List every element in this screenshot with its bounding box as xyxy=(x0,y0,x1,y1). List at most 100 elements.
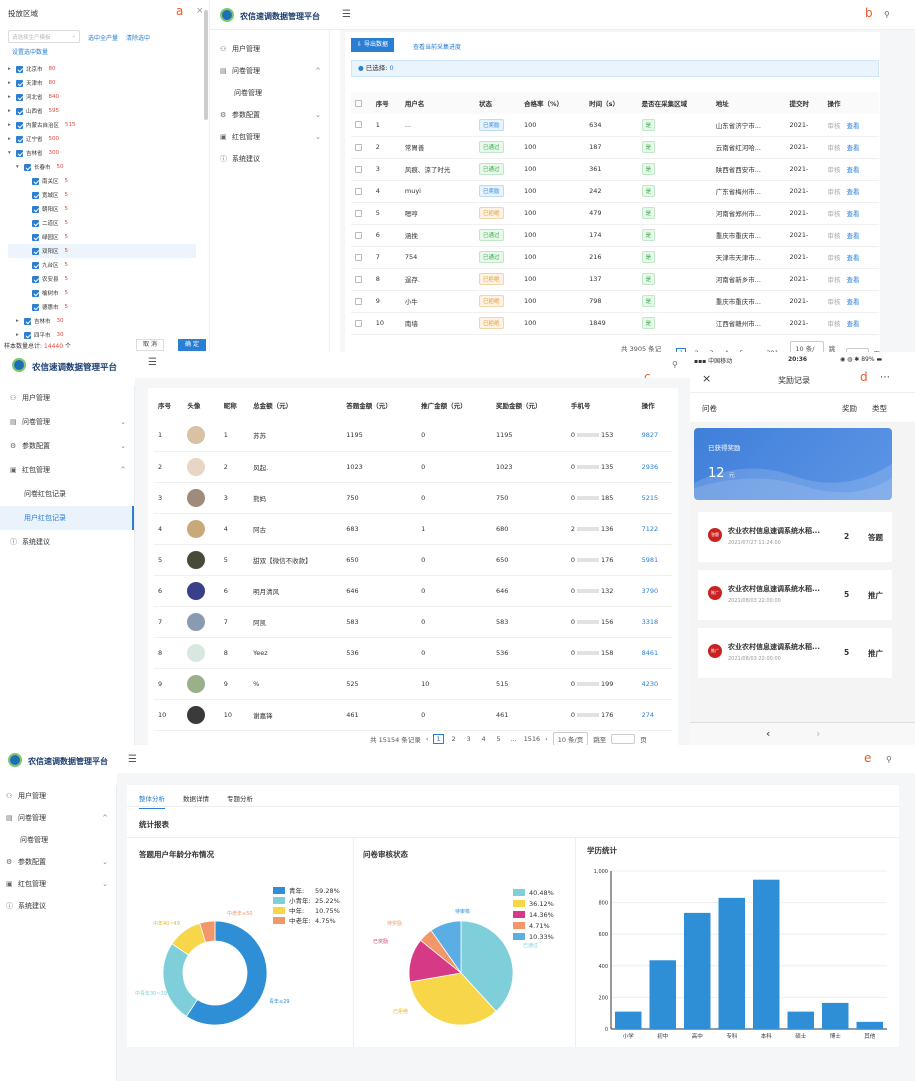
menu-survey[interactable]: ▤ 问卷管理 ^ xyxy=(220,67,321,75)
user-icon[interactable]: ⚲ xyxy=(884,10,890,19)
row-checkbox[interactable] xyxy=(351,224,372,247)
close-icon[interactable]: × xyxy=(196,6,204,16)
checkbox[interactable] xyxy=(32,233,39,241)
prev-icon[interactable]: ‹ xyxy=(425,735,429,743)
table-row[interactable]: 6 涵挽 已通过 100 174 是 重庆市重庆市... 2021- 审核 查看 xyxy=(351,224,879,247)
table-row[interactable]: 5 5 甜双【微信不收款】 650 0 650 0 176 5981 xyxy=(154,544,672,576)
view-link[interactable]: 查看 xyxy=(846,144,860,152)
checkbox[interactable] xyxy=(16,93,23,101)
detail-link[interactable]: 8461 xyxy=(641,648,659,657)
tab-topic[interactable]: 专题分析 xyxy=(227,795,253,803)
table-row[interactable]: 10 10 谢嘉锋 461 0 461 0 176 274 xyxy=(154,699,672,731)
checkbox[interactable] xyxy=(355,99,362,107)
cancel-button[interactable]: 取 消 xyxy=(136,339,164,351)
review-link[interactable]: 审核 xyxy=(827,232,841,240)
more-icon[interactable]: ⋯ xyxy=(880,372,890,383)
checkbox[interactable] xyxy=(32,191,39,199)
review-link[interactable]: 审核 xyxy=(827,298,841,306)
view-link[interactable]: 查看 xyxy=(846,166,860,174)
tree-node[interactable]: 德惠市 5 xyxy=(8,300,196,314)
select-all-link[interactable]: 选中全产量 xyxy=(88,35,119,42)
back-icon[interactable]: ‹ xyxy=(766,727,771,740)
view-link[interactable]: 查看 xyxy=(846,254,860,262)
page-number[interactable]: 1 xyxy=(676,348,687,352)
checkbox[interactable] xyxy=(355,231,362,239)
table-row[interactable]: 2 常胃善 已通过 100 187 是 云南省红河哈... 2021- 审核 查看 xyxy=(351,136,879,159)
review-link[interactable]: 审核 xyxy=(827,320,841,328)
page-number[interactable]: 4 xyxy=(721,349,731,352)
table-row[interactable]: 8 逞存. 已拒绝 100 137 是 河南省新乡市... 2021- 审核 查看 xyxy=(351,268,879,291)
page-number[interactable]: ... xyxy=(751,349,761,352)
menu-suggest[interactable]: ⓘ 系统建议 xyxy=(6,902,46,910)
page-number[interactable]: 1 xyxy=(433,734,444,744)
table-row[interactable]: 9 小牛 已拒绝 100 798 是 重庆市重庆市... 2021- 审核 查看 xyxy=(351,290,879,313)
checkbox[interactable] xyxy=(24,317,31,325)
prev-icon[interactable]: ‹ xyxy=(669,349,672,352)
checkbox[interactable] xyxy=(32,261,39,269)
table-row[interactable]: 6 6 明月清风 646 0 646 0 132 3790 xyxy=(154,575,672,607)
user-icon[interactable]: ⚲ xyxy=(886,755,892,764)
tree-node[interactable]: 双阳区 5 xyxy=(8,244,196,258)
detail-link[interactable]: 5981 xyxy=(641,555,659,564)
checkbox[interactable] xyxy=(32,205,39,213)
table-row[interactable]: 7 7 阿凯 583 0 583 0 156 3318 xyxy=(154,606,672,638)
row-checkbox[interactable] xyxy=(351,246,372,269)
page-number[interactable]: 3 xyxy=(466,735,471,743)
page-number[interactable]: ... xyxy=(510,735,517,743)
row-checkbox[interactable] xyxy=(351,114,372,137)
checkbox[interactable] xyxy=(16,79,23,87)
review-link[interactable]: 审核 xyxy=(827,254,841,262)
review-link[interactable]: 审核 xyxy=(827,276,841,284)
expand-icon[interactable]: ▸ xyxy=(8,80,11,86)
region-search-input[interactable]: 请选择生产模板 ⌄ xyxy=(8,30,80,43)
page-number[interactable]: 5 xyxy=(736,349,746,352)
checkbox[interactable] xyxy=(355,319,362,327)
checkbox[interactable] xyxy=(355,165,362,173)
expand-icon[interactable]: ▸ xyxy=(8,136,11,142)
tab-detail[interactable]: 数据详情 xyxy=(183,795,209,803)
review-link[interactable]: 审核 xyxy=(827,210,841,218)
progress-link[interactable]: 查看当前采集进度 xyxy=(413,44,462,51)
page-size-select[interactable]: 10 条/页 xyxy=(552,732,589,745)
checkbox[interactable] xyxy=(32,303,39,311)
table-row[interactable]: 3 3 熊妈 750 0 750 0 185 5215 xyxy=(154,482,672,514)
checkbox[interactable] xyxy=(24,163,31,171)
checkbox[interactable] xyxy=(355,209,362,217)
reward-item[interactable]: 答题 农业农村信息速调系统水稻... 2021/07/27 11:24:00 2 答题 xyxy=(698,512,892,562)
table-row[interactable]: 3 风痕、涼了时光 已通过 100 361 是 陕西省西安市... 2021- 审核 查看 xyxy=(351,158,879,181)
checkbox[interactable] xyxy=(355,297,362,305)
checkbox[interactable] xyxy=(32,219,39,227)
detail-link[interactable]: 7122 xyxy=(641,524,659,533)
tree-node[interactable]: ▸ 天津市 80 xyxy=(8,76,196,90)
tree-node[interactable]: ▾ 吉林省 300 xyxy=(8,146,196,160)
page-number[interactable]: 1516 xyxy=(523,735,541,743)
detail-link[interactable]: 3790 xyxy=(641,586,659,595)
menu-redpack[interactable]: ▣ 红包管理 ⌄ xyxy=(220,133,321,141)
menu-fold-icon[interactable]: ☰ xyxy=(128,754,137,765)
tree-node[interactable]: ▸ 辽宁省 500 xyxy=(8,132,196,146)
table-row[interactable]: 5 嗯哼 已拒绝 100 479 是 河南省郑州市... 2021- 审核 查看 xyxy=(351,202,879,225)
menu-fold-icon[interactable]: ☰ xyxy=(148,357,157,368)
expand-icon[interactable]: ▸ xyxy=(8,66,11,72)
tree-node[interactable]: ▸ 内蒙古自治区 515 xyxy=(8,118,196,132)
detail-link[interactable]: 9827 xyxy=(641,431,659,440)
checkbox[interactable] xyxy=(32,289,39,297)
menu-redpack[interactable]: ▣ 红包管理 ^ xyxy=(10,466,126,474)
detail-link[interactable]: 2936 xyxy=(641,462,659,471)
page-size-select[interactable]: 10 条/页 xyxy=(790,341,824,352)
checkbox[interactable] xyxy=(16,65,23,73)
detail-link[interactable]: 274 xyxy=(641,710,655,719)
table-row[interactable]: 7 754 已通过 100 216 是 天津市天津市... 2021- 审核 查看 xyxy=(351,246,879,269)
checkbox[interactable] xyxy=(32,177,39,185)
table-row[interactable]: 9 9% 525 10 515 0 199 4230 xyxy=(154,668,672,700)
page-number[interactable]: 4 xyxy=(481,735,486,743)
row-checkbox[interactable] xyxy=(351,180,372,203)
tree-node[interactable]: 榆树市 5 xyxy=(8,286,196,300)
reward-item[interactable]: 推广 农业农村信息速调系统水稻... 2021/08/03 22:00:00 5 推广 xyxy=(698,628,892,678)
checkbox[interactable] xyxy=(355,253,362,261)
expand-icon[interactable]: ▸ xyxy=(16,318,19,324)
close-icon[interactable]: × xyxy=(702,372,712,385)
menu-redpack-sub1[interactable]: 问卷红包记录 xyxy=(24,490,66,498)
table-row[interactable]: 4 muyi 已奖励 100 242 是 广东省梅州市... 2021- 审核 查看 xyxy=(351,180,879,203)
view-link[interactable]: 查看 xyxy=(846,188,860,196)
